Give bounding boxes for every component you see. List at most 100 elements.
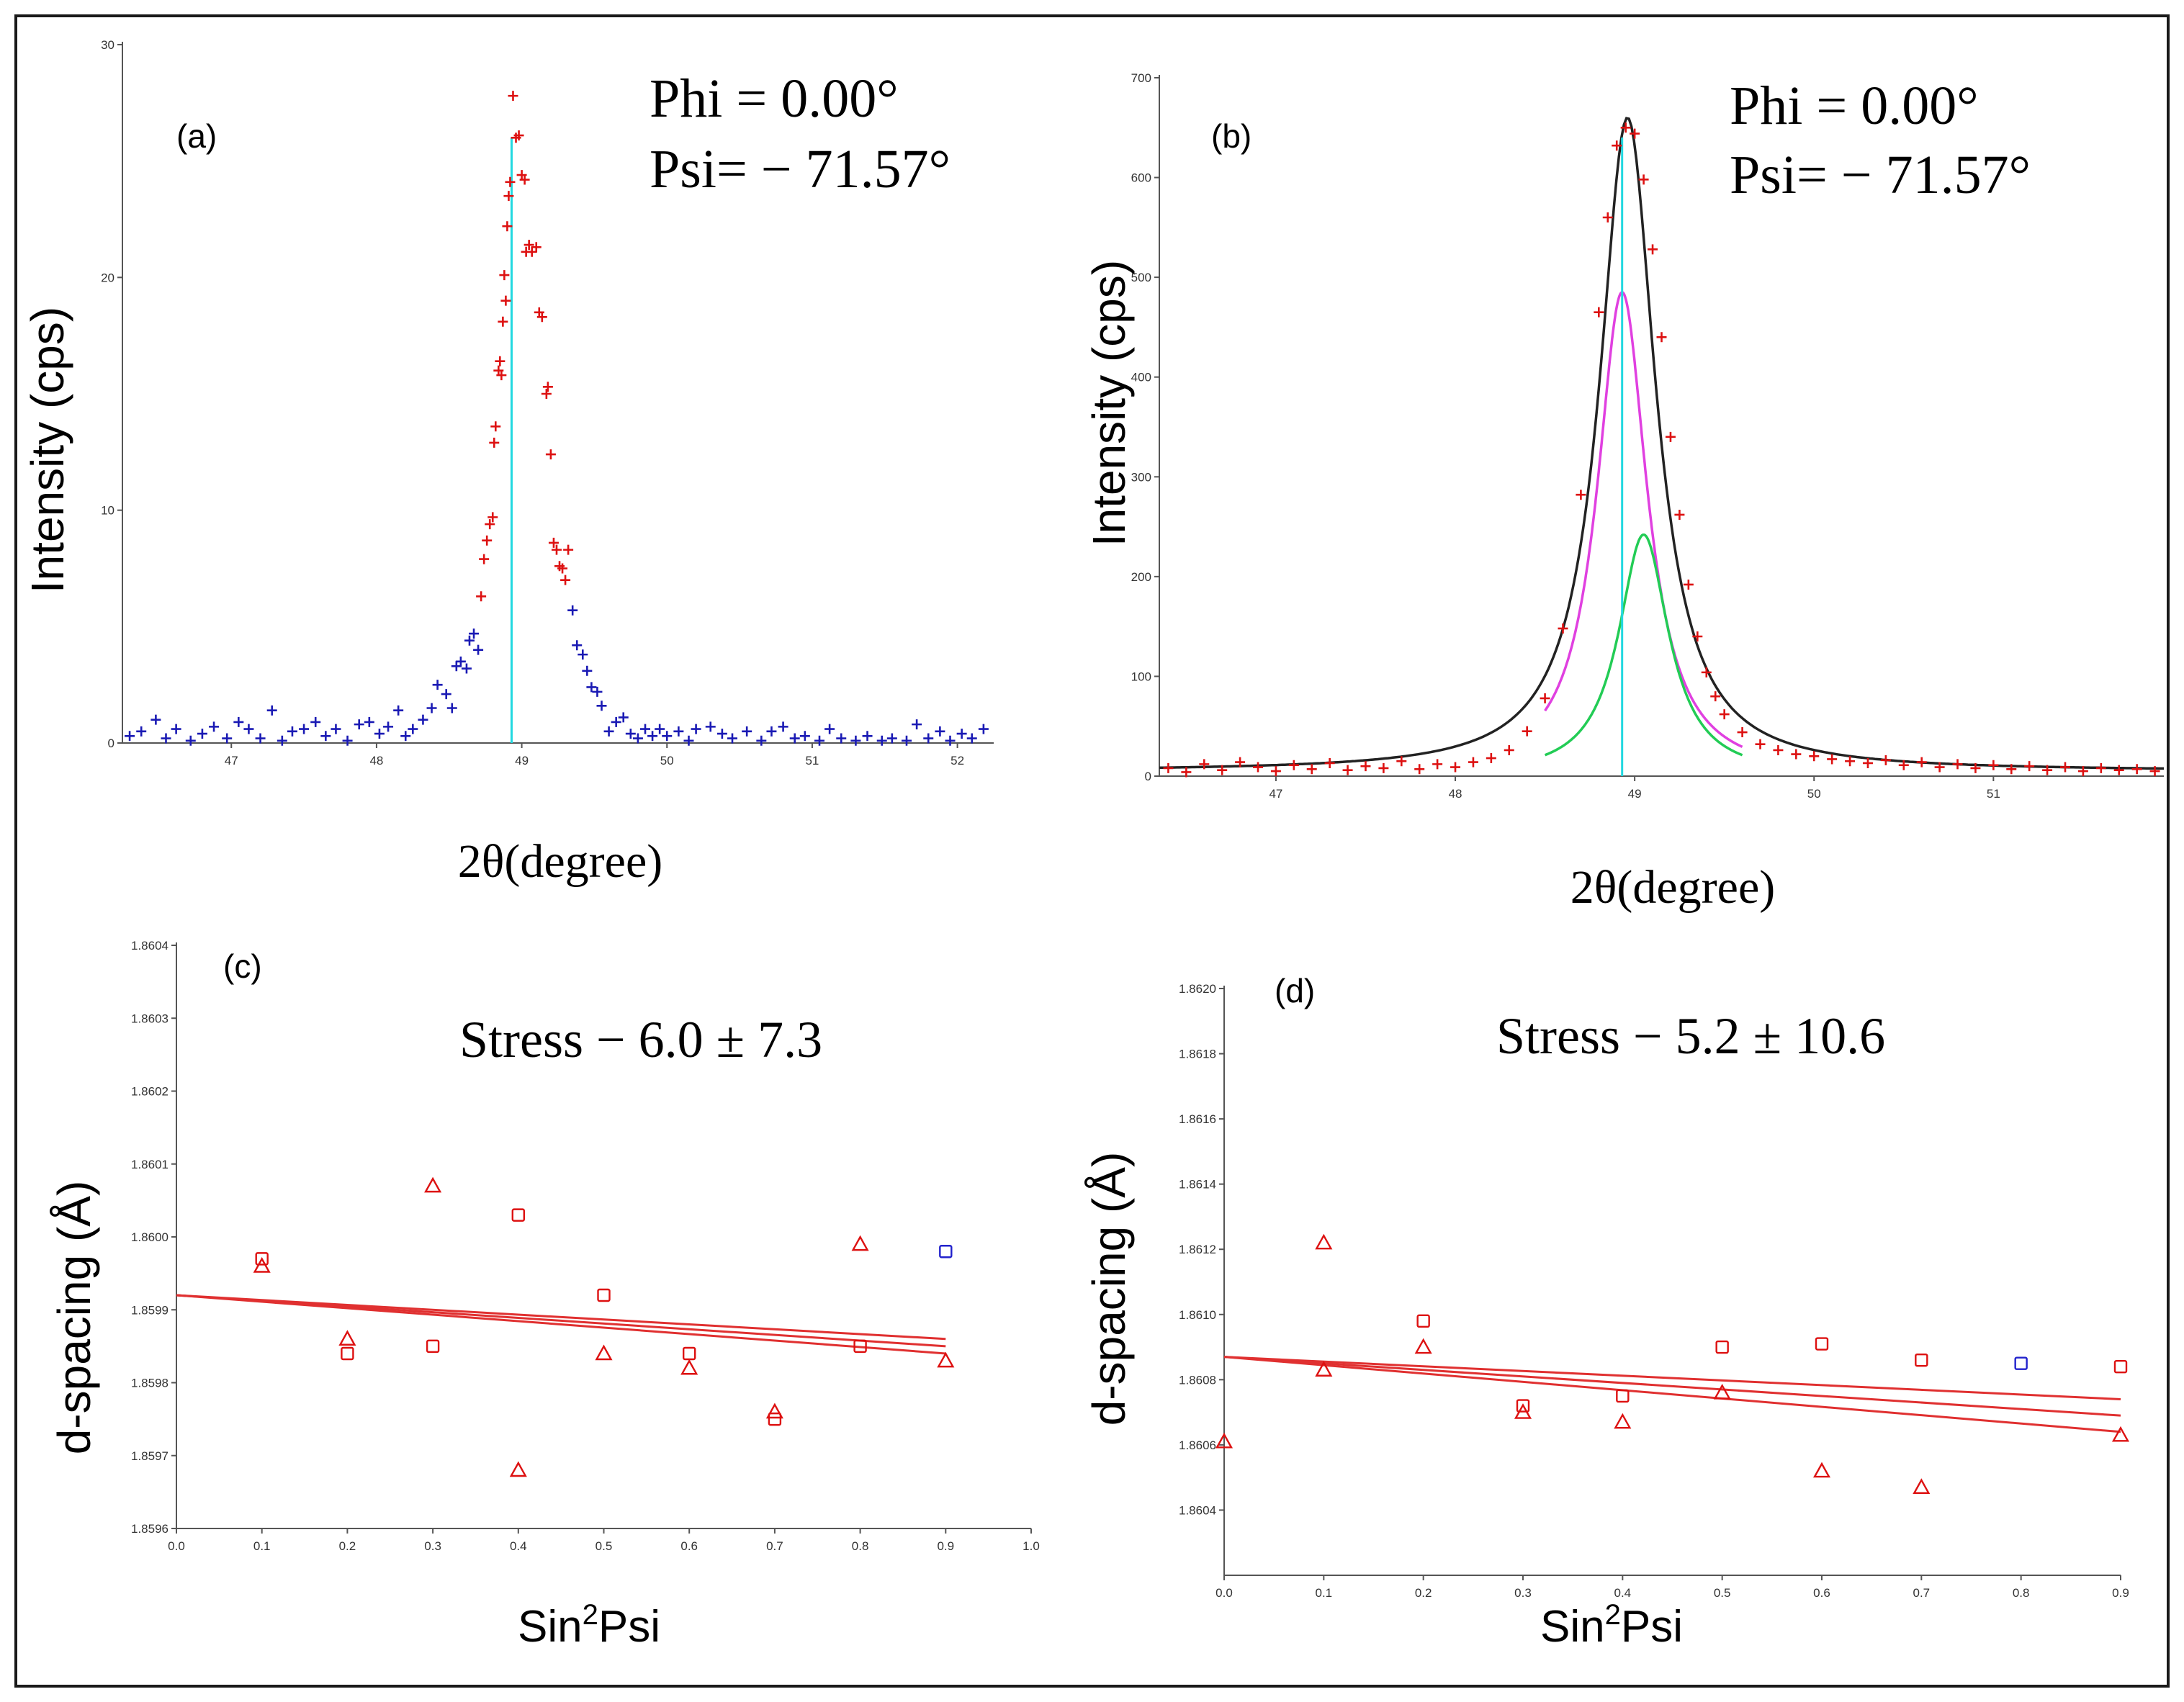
panel-a-plot-area: 47 48 49 50 51 52 0 10 20 30 — [101, 38, 994, 767]
panel-a-background-point — [364, 716, 374, 727]
panel-a-background-point — [473, 644, 484, 655]
panel-b-measured-point — [1710, 691, 1721, 702]
panel-c-y-tick-label: 1.8596 — [131, 1522, 168, 1536]
panel-a-background-point — [125, 731, 135, 742]
panel-a-background-point — [912, 719, 922, 730]
panel-b-measured-point — [1217, 765, 1228, 775]
panel-c-xlabel-sup: 2 — [583, 1599, 598, 1631]
panel-a-y-tick-label: 20 — [101, 271, 114, 284]
panel-b-chart: (b) Phi = 0.00° Psi= − 71.57° Intensity … — [1083, 71, 2164, 914]
panel-b-y-tick-label: 400 — [1131, 371, 1151, 384]
panel-a-background-point — [342, 735, 353, 746]
panel-d-squares-point — [2113, 1360, 2128, 1374]
panel-a-background-point — [625, 729, 636, 739]
panel-a-background-point — [662, 731, 673, 742]
panel-a-peak-point — [508, 91, 518, 102]
panel-d-triangle-point — [1514, 1403, 1532, 1419]
panel-a-peak-point — [482, 535, 493, 546]
panel-a-background-point — [331, 724, 341, 734]
panel-d-y-tick-label: 1.8608 — [1179, 1373, 1216, 1387]
panel-b-measured-point — [1181, 767, 1192, 778]
panel-b-y-tick-label: 600 — [1131, 171, 1151, 185]
panel-a-phi: Phi = 0.00° — [650, 68, 899, 129]
panel-a-background-point — [393, 705, 404, 716]
panel-a-x-tick-label: 50 — [660, 754, 674, 767]
panel-c-y-tick-label: 1.8602 — [131, 1085, 168, 1099]
panel-d-ylabel: d-spacing (Å) — [1083, 1152, 1135, 1426]
panel-c-x-tick-label: 1.0 — [1023, 1539, 1040, 1553]
panel-d-triangle-point — [1215, 1432, 1233, 1449]
panel-a-peak-point — [487, 512, 498, 523]
panel-a-x-tick-label: 52 — [951, 754, 964, 767]
panel-b-measured-point — [1648, 244, 1658, 255]
panel-a-peak-point — [479, 554, 490, 564]
panel-a-background-point — [592, 686, 603, 697]
panel-c-y-tick-label: 1.8600 — [131, 1230, 168, 1244]
panel-b-measured-point — [1306, 764, 1317, 775]
panel-a-y-tick-label: 10 — [101, 504, 114, 518]
panel-a-peak-point — [563, 544, 574, 555]
panel-a-background-point — [299, 724, 310, 734]
panel-a-background-point — [778, 721, 788, 732]
panel-a-background-point — [691, 724, 701, 734]
panel-b-fit-curve — [1544, 533, 1743, 757]
panel-a-peak-point — [526, 246, 537, 257]
panel-b-y-tick-label: 200 — [1131, 570, 1151, 584]
panel-b-measured-point — [1540, 693, 1550, 703]
panel-a-background-point — [978, 724, 989, 734]
panel-b-measured-point — [1737, 727, 1748, 738]
panel-b-measured-point — [1235, 757, 1246, 767]
panel-a-background-point — [705, 721, 716, 732]
panel-a-background-point — [716, 729, 727, 739]
panel-c-y-tick-label: 1.8598 — [131, 1377, 168, 1390]
panel-a-background-point — [850, 735, 861, 746]
panel-a-background-point — [150, 714, 161, 725]
panel-c-y-tick-label: 1.8599 — [131, 1303, 168, 1317]
panel-b-measured-point — [1576, 490, 1586, 500]
panel-d-y-tick-label: 1.8604 — [1179, 1503, 1216, 1517]
panel-c-triangle-point — [424, 1176, 442, 1193]
panel-a-peak-point — [489, 437, 500, 448]
panel-a-background-point — [862, 731, 873, 742]
panel-d-squares-point — [1715, 1340, 1729, 1354]
panel-d-xlabel-sup: 2 — [1605, 1599, 1621, 1631]
panel-c-fit-line — [176, 1294, 946, 1355]
panel-a-background-point — [233, 716, 244, 727]
panel-b-ylabel: Intensity (cps) — [1083, 260, 1135, 546]
panel-a-background-point — [455, 656, 466, 667]
panel-c-y-tick-label: 1.8604 — [131, 939, 168, 953]
panel-a-peak-point — [495, 356, 505, 366]
panel-b-measured-point — [1845, 756, 1856, 767]
panel-b-plot-area: 47 48 49 50 51 0 100 200 300 400 500 600 700 — [1131, 71, 2164, 801]
panel-d-x-tick-label: 0.0 — [1215, 1586, 1233, 1600]
panel-d-plot-area: 0.0 0.1 0.2 0.3 0.4 0.5 0.6 0.7 0.8 0.9 1.8604 1.86… — [1179, 982, 2130, 1600]
panel-b-fit-curve — [1544, 291, 1743, 748]
panel-c-fit-line — [176, 1294, 946, 1348]
panel-c-y-tick-label: 1.8603 — [131, 1012, 168, 1025]
panel-c-y-tick-label: 1.8601 — [131, 1158, 168, 1171]
panel-b-measured-point — [1665, 431, 1676, 442]
panel-c-x-tick-label: 0.1 — [253, 1539, 271, 1553]
panel-a-background-point — [383, 721, 394, 732]
panel-a-peak-point — [551, 544, 562, 555]
panel-b-measured-point — [1414, 764, 1425, 775]
panel-a-background-point — [572, 640, 583, 651]
panel-b-fit-curve — [1159, 117, 2164, 770]
panel-a-background-point — [374, 729, 385, 739]
panel-d-x-tick-label: 0.8 — [2013, 1586, 2030, 1600]
panel-d-y-tick-label: 1.8616 — [1179, 1112, 1216, 1126]
panel-a-background-point — [727, 733, 737, 744]
panel-c-ylabel: d-spacing (Å) — [48, 1181, 100, 1455]
panel-b-measured-point — [1791, 749, 1802, 760]
panel-b-measured-point — [1862, 757, 1873, 768]
panel-a-background-point — [902, 735, 912, 746]
panel-a-background-point — [603, 726, 614, 737]
panel-a-background-point — [655, 724, 665, 734]
panel-a-background-point — [673, 726, 684, 737]
panel-d-squares-point — [1416, 1314, 1430, 1328]
panel-a-label: (a) — [176, 117, 217, 155]
panel-a-ylabel: Intensity (cps) — [22, 307, 73, 593]
panel-b-measured-point — [1468, 757, 1478, 767]
panel-c-triangle-point — [338, 1330, 356, 1346]
panel-a-background-point — [354, 719, 364, 730]
